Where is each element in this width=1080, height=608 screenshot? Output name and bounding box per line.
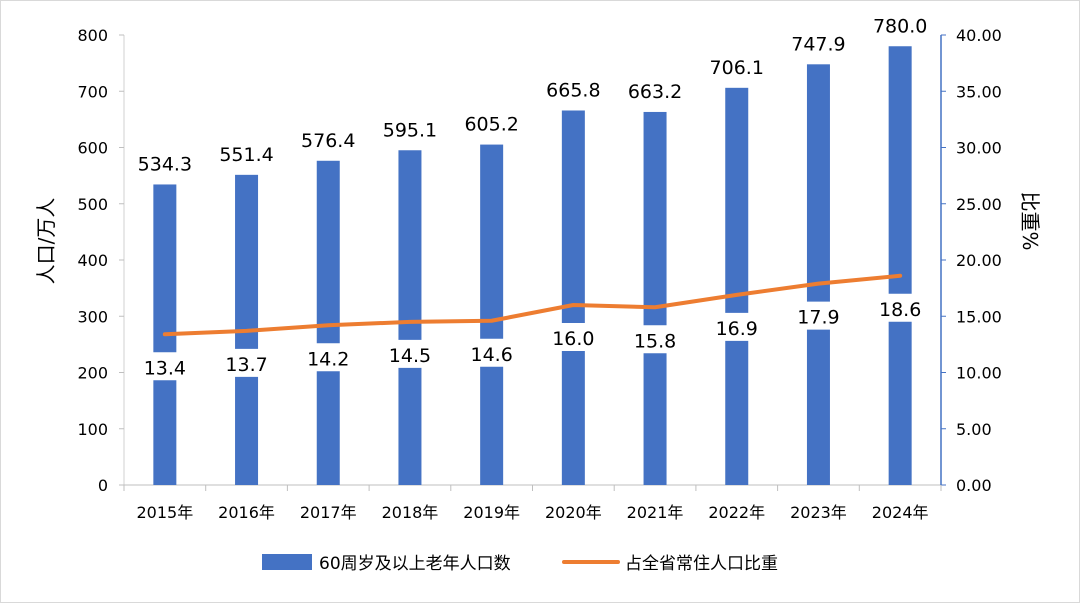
line-label-background [140,352,189,381]
y-left-tick-label: 600 [77,139,108,158]
bar-value-label: 663.2 [628,81,682,103]
y-right-tick-label: 5.00 [956,420,992,439]
y-left-ticks: 0 100 200 300 400 500 600 700 800 [77,26,124,495]
x-tick-label: 2020年 [545,503,602,522]
bar [561,110,585,486]
bar [316,160,340,485]
y-left-tick-label: 400 [77,251,108,270]
x-tick-label: 2022年 [708,503,765,522]
line-data-labels: 13.4 13.7 14.2 14.5 14.6 16.0 15.8 16.9 17.9 18.6 [140,293,925,381]
line-path [162,273,903,337]
line-label-background [304,343,353,372]
bar [806,64,830,486]
bar [480,144,504,485]
x-tick-label: 2024年 [872,503,929,522]
x-tick-label: 2016年 [218,503,275,522]
x-tick-label: 2023年 [790,503,847,522]
bar [398,150,422,485]
y-left-tick-label: 700 [77,82,108,101]
legend-bar-swatch [262,554,312,570]
y-right-tick-label: 0.00 [956,476,992,495]
x-tick-label: 2019年 [463,503,520,522]
y-left-axis-title: 人口/万人 [34,198,58,285]
line-value-label: 14.2 [307,348,349,370]
bar-value-label: 595.1 [383,119,437,141]
line-value-label: 18.6 [879,299,921,321]
bar-value-label: 605.2 [464,114,518,136]
y-right-tick-label: 20.00 [956,251,1002,270]
line-value-label: 16.9 [716,318,758,340]
line-label-background [876,293,925,322]
line-value-label: 16.0 [552,328,594,350]
bar [725,87,749,485]
x-tick-label: 2015年 [136,503,193,522]
legend-line-label: 占全省常住人口比重 [625,554,778,574]
line-value-label: 13.4 [144,357,186,379]
line-label-background [222,348,271,377]
y-right-ticks: 0.00 5.00 10.00 15.00 20.00 25.00 30.00 35.00 40… [941,26,1002,495]
legend-bar-label: 60周岁及以上老年人口数 [319,554,511,574]
y-right-axis-title: 比重% [1018,191,1042,250]
bar-data-labels: 534.3 551.4 576.4 595.1 605.2 665.8 663.2 706.1… [138,15,928,175]
line-label-background [631,325,680,354]
line-label-background [385,339,434,368]
y-right-tick-label: 15.00 [956,307,1002,326]
bar-value-label: 576.4 [301,130,355,152]
bar [888,46,912,485]
line-label-background [549,323,598,351]
bar-value-label: 534.3 [138,153,192,175]
y-right-tick-label: 10.00 [956,364,1002,383]
x-ticks: 2015年 2016年 2017年 2018年 2019年 2020年 2021年 2022年… [123,485,942,522]
line-value-label: 17.9 [797,307,839,329]
bar-value-label: 551.4 [219,144,273,166]
x-tick-label: 2021年 [627,503,684,522]
bar-value-label: 747.9 [791,33,845,55]
bar-value-label: 665.8 [546,79,600,101]
line-label-background [712,312,761,341]
line-value-label: 14.5 [389,345,431,367]
y-right-tick-label: 30.00 [956,139,1002,158]
line-value-label: 15.8 [634,330,676,352]
y-right-tick-label: 25.00 [956,195,1002,214]
y-left-tick-label: 0 [98,476,108,495]
y-left-tick-label: 500 [77,195,108,214]
line-value-label: 13.7 [225,354,267,376]
y-right-tick-label: 40.00 [956,26,1002,45]
x-tick-label: 2017年 [300,503,357,522]
y-left-tick-label: 300 [77,307,108,326]
y-left-tick-label: 100 [77,420,108,439]
bar-value-label: 780.0 [873,15,927,37]
y-left-tick-label: 800 [77,26,108,45]
x-tick-label: 2018年 [382,503,439,522]
line-label-background [794,301,843,330]
bar-series [153,46,912,486]
y-right-tick-label: 35.00 [956,82,1002,101]
line-label-background [467,338,516,367]
line-series [162,273,903,337]
bar-value-label: 706.1 [710,57,764,79]
y-left-tick-label: 200 [77,364,108,383]
line-value-label: 14.6 [470,344,512,366]
legend: 60周岁及以上老年人口数 占全省常住人口比重 [262,554,778,574]
bar [643,111,667,485]
